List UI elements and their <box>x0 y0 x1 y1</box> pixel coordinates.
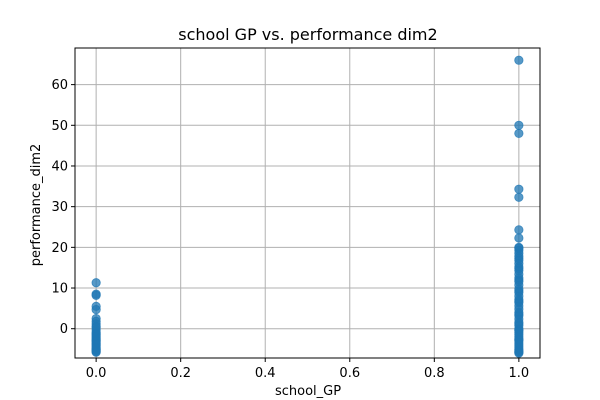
x-tick-label: 0.4 <box>255 366 276 381</box>
y-tick-label: 50 <box>51 119 68 134</box>
y-tick-label: 10 <box>51 282 68 297</box>
x-tick-label: 0.0 <box>86 366 107 381</box>
data-point <box>514 120 524 130</box>
x-tick-label: 1.0 <box>509 366 530 381</box>
data-points <box>91 55 524 358</box>
y-tick-label: 30 <box>51 200 68 215</box>
data-point <box>91 321 101 331</box>
data-point <box>514 243 524 253</box>
x-axis-label: school_GP <box>275 384 341 399</box>
data-point <box>514 253 524 263</box>
x-axis-ticks: 0.0 0.2 0.4 0.6 0.8 1.0 <box>86 358 529 381</box>
x-tick-label: 0.6 <box>339 366 360 381</box>
data-point <box>514 286 524 296</box>
data-point <box>91 304 101 315</box>
y-axis-label: performance_dim2 <box>29 144 44 267</box>
data-point <box>514 184 524 194</box>
data-point <box>514 309 524 319</box>
chart-title: school GP vs. performance dim2 <box>178 25 437 44</box>
x-tick-label: 0.8 <box>424 366 445 381</box>
data-point <box>514 233 524 243</box>
y-axis-ticks: 0 10 20 30 40 50 60 <box>51 78 75 337</box>
y-tick-label: 0 <box>60 322 68 337</box>
data-point <box>514 263 524 274</box>
grid-lines <box>75 48 540 358</box>
data-point <box>514 296 524 306</box>
data-point <box>514 192 524 202</box>
data-point <box>514 225 524 235</box>
data-point <box>514 55 524 65</box>
data-point <box>514 325 524 335</box>
plot-frame <box>74 47 541 359</box>
data-point <box>91 278 101 288</box>
x-tick-label: 0.2 <box>170 366 191 381</box>
data-point <box>514 275 524 285</box>
y-tick-label: 60 <box>51 78 68 93</box>
data-point <box>91 347 101 357</box>
y-tick-label: 20 <box>51 241 68 256</box>
data-point <box>91 290 101 300</box>
data-point <box>514 128 524 139</box>
data-point <box>514 335 524 345</box>
y-tick-label: 40 <box>51 159 68 174</box>
data-point <box>514 348 524 358</box>
